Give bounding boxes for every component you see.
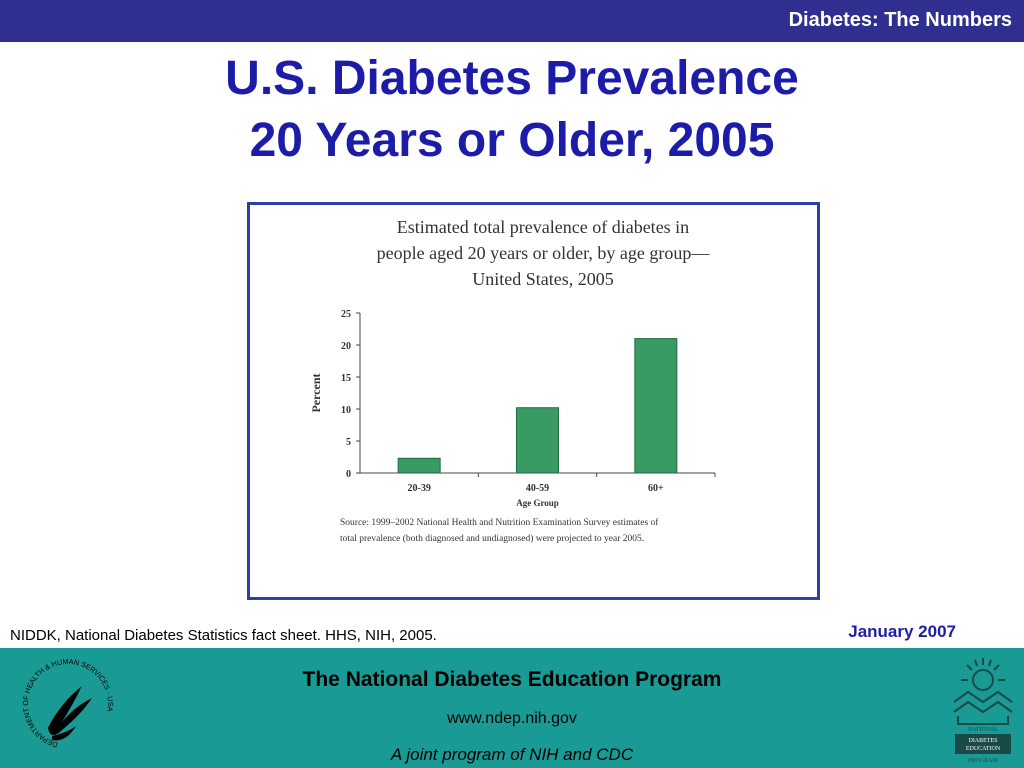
y-tick-label: 20 <box>341 341 351 352</box>
chart-title-line-2: people aged 20 years or older, by age gr… <box>377 243 711 263</box>
ndep-logo: NATIONAL DIABETES EDUCATION PROGRAM <box>953 658 1013 764</box>
bar-40-59 <box>516 407 559 474</box>
chart-source-line-1: Source: 1999–2002 National Health and Nu… <box>340 517 659 528</box>
slide-title-line-2: 20 Years or Older, 2005 <box>249 114 775 167</box>
footer-joint-program: A joint program of NIH and CDC <box>390 745 634 764</box>
bar-60+ <box>634 338 678 474</box>
y-tick-label: 0 <box>346 469 351 480</box>
y-tick-label: 25 <box>341 309 351 320</box>
prevalence-bar-chart: Estimated total prevalence of diabetes i… <box>309 217 716 544</box>
chart-frame: Estimated total prevalence of diabetes i… <box>247 202 820 600</box>
header-bar: Diabetes: The Numbers <box>0 0 1024 42</box>
chart-source-line-2: total prevalence (both diagnosed and und… <box>340 533 644 544</box>
section-title: Diabetes: The Numbers <box>788 9 1012 31</box>
hhs-seal-logo: DEPARTMENT OF HEALTH & HUMAN SERVICES · … <box>21 657 115 750</box>
x-tick-label: 20-39 <box>407 483 430 494</box>
bar-20-39 <box>397 457 441 474</box>
y-axis-label: Percent <box>309 373 323 412</box>
svg-text:EDUCATION: EDUCATION <box>966 746 1001 752</box>
svg-text:PROGRAM: PROGRAM <box>968 758 998 764</box>
slide-title: U.S. Diabetes Prevalence 20 Years or Old… <box>0 48 1024 172</box>
footer-url-link[interactable]: www.ndep.nih.gov <box>447 710 577 727</box>
svg-text:NATIONAL: NATIONAL <box>968 727 999 733</box>
citation: NIDDK, National Diabetes Statistics fact… <box>10 627 437 644</box>
footer-organization: The National Diabetes Education Program <box>302 668 722 691</box>
x-tick-label: 40-59 <box>526 483 549 494</box>
y-tick-label: 10 <box>341 405 351 416</box>
x-axis-label: Age Group <box>516 498 559 508</box>
footer-bar: DEPARTMENT OF HEALTH & HUMAN SERVICES · … <box>0 648 1024 768</box>
chart-title-line-3: United States, 2005 <box>472 269 614 289</box>
y-tick-label: 15 <box>341 373 351 384</box>
x-tick-label: 60+ <box>648 483 664 494</box>
slide-title-line-1: U.S. Diabetes Prevalence <box>225 52 799 105</box>
chart-title-line-1: Estimated total prevalence of diabetes i… <box>397 217 689 237</box>
y-tick-label: 5 <box>346 437 351 448</box>
date-label: January 2007 <box>848 622 956 641</box>
svg-text:DIABETES: DIABETES <box>969 738 998 744</box>
